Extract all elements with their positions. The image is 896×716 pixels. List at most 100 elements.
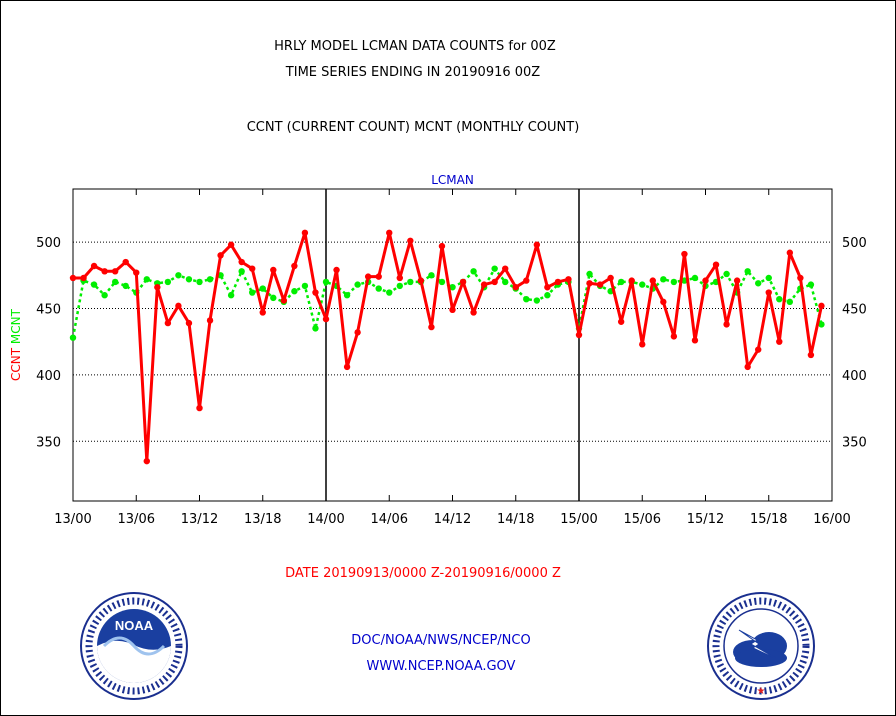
chart-subtitle: CCNT (CURRENT COUNT) MCNT (MONTHLY COUNT… <box>246 120 580 135</box>
data-point-ccnt <box>502 265 509 272</box>
y-axis-label: CCNT MCNT <box>9 308 23 381</box>
data-point-ccnt <box>375 273 382 280</box>
data-point-ccnt <box>291 262 298 270</box>
data-point-ccnt <box>554 278 562 286</box>
title-line-2: TIME SERIES ENDING IN 20190916 00Z <box>285 65 541 80</box>
y-tick-label-right: 400 <box>842 369 867 384</box>
data-point-ccnt <box>428 323 435 331</box>
data-point-ccnt <box>227 241 235 248</box>
data-point-mcnt <box>639 281 646 288</box>
data-point-ccnt <box>702 277 709 284</box>
data-point-ccnt <box>206 317 214 324</box>
data-point-ccnt <box>90 262 98 270</box>
data-point-mcnt <box>206 276 214 283</box>
y-axis-label-part: CCNT <box>9 347 23 381</box>
x-tick-label: 14/18 <box>497 512 534 527</box>
data-point-mcnt <box>533 297 541 304</box>
data-point-mcnt <box>776 295 783 303</box>
data-point-ccnt <box>639 341 646 348</box>
data-point-ccnt <box>196 404 203 412</box>
data-point-ccnt <box>249 265 256 272</box>
data-point-ccnt <box>322 315 330 323</box>
data-point-mcnt <box>122 282 129 290</box>
data-point-mcnt <box>491 265 498 272</box>
x-tick-label: 15/18 <box>750 512 787 527</box>
data-point-mcnt <box>175 272 182 279</box>
x-tick-label: 13/00 <box>54 512 91 527</box>
data-point-ccnt <box>607 274 614 282</box>
y-tick-label-right: 450 <box>842 302 867 317</box>
data-point-ccnt <box>164 319 172 327</box>
data-point-ccnt <box>238 258 245 266</box>
data-point-mcnt <box>807 281 815 288</box>
footer-org: DOC/NOAA/NWS/NCEP/NCO <box>351 633 531 648</box>
data-point-mcnt <box>438 278 446 286</box>
data-point-mcnt <box>101 292 108 299</box>
data-point-mcnt <box>660 276 667 283</box>
data-point-ccnt <box>449 306 456 314</box>
data-point-ccnt <box>586 280 593 287</box>
x-tick-label: 13/18 <box>244 512 281 527</box>
data-point-mcnt <box>343 292 351 299</box>
data-point-ccnt <box>480 281 488 288</box>
data-point-ccnt <box>185 319 193 327</box>
data-point-ccnt <box>101 268 108 275</box>
data-point-ccnt <box>217 252 224 259</box>
data-point-mcnt <box>322 278 330 286</box>
star-icon: ★ <box>757 686 766 697</box>
x-tick-label: 15/00 <box>560 512 597 527</box>
data-point-ccnt <box>396 274 403 282</box>
y-tick-label-left: 400 <box>36 369 61 384</box>
data-point-mcnt <box>270 294 277 302</box>
data-point-ccnt <box>133 269 140 276</box>
data-point-mcnt <box>185 276 193 283</box>
data-point-mcnt <box>249 289 256 296</box>
data-point-ccnt <box>301 229 309 237</box>
data-point-ccnt <box>333 266 340 274</box>
data-point-ccnt <box>575 331 583 339</box>
data-point-mcnt <box>428 272 435 279</box>
data-point-ccnt <box>649 277 656 284</box>
data-point-ccnt <box>776 338 783 345</box>
data-point-ccnt <box>154 284 161 291</box>
data-point-ccnt <box>259 309 266 316</box>
noaa-logo: NOAA <box>80 592 188 700</box>
data-point-ccnt <box>628 277 635 284</box>
data-point-ccnt <box>343 363 351 371</box>
date-range-label: DATE 20190913/0000 Z-20190916/0000 Z <box>285 566 561 581</box>
data-point-ccnt <box>670 333 678 340</box>
data-point-mcnt <box>502 278 509 286</box>
data-point-ccnt <box>807 351 815 359</box>
data-point-ccnt <box>681 250 688 258</box>
y-axis-label-part: MCNT <box>9 308 23 348</box>
data-point-ccnt <box>470 309 477 316</box>
x-tick-label: 14/06 <box>371 512 408 527</box>
data-point-ccnt <box>407 237 414 244</box>
data-point-ccnt <box>111 268 119 275</box>
y-tick-label-left: 450 <box>36 302 61 317</box>
footer-url[interactable]: WWW.NCEP.NOAA.GOV <box>366 659 516 674</box>
data-point-ccnt <box>312 289 319 296</box>
data-point-mcnt <box>259 285 266 292</box>
data-point-mcnt <box>544 292 551 299</box>
data-point-ccnt <box>712 261 720 268</box>
data-point-ccnt <box>386 229 393 237</box>
data-point-ccnt <box>544 284 551 291</box>
x-tick-label: 13/12 <box>181 512 218 527</box>
data-point-ccnt <box>523 277 530 284</box>
data-point-mcnt <box>586 270 593 278</box>
data-point-mcnt <box>238 268 245 275</box>
panel-title: LCMAN <box>431 173 474 187</box>
data-point-ccnt <box>596 281 604 288</box>
data-point-mcnt <box>617 278 625 286</box>
data-point-mcnt <box>386 289 393 296</box>
data-point-ccnt <box>797 274 804 282</box>
y-tick-label-left: 500 <box>36 236 61 251</box>
data-point-mcnt <box>312 325 319 332</box>
data-point-ccnt <box>765 289 772 296</box>
x-tick-label: 14/12 <box>434 512 471 527</box>
data-point-mcnt <box>301 282 309 290</box>
data-point-mcnt <box>69 334 77 341</box>
data-point-mcnt <box>723 270 730 278</box>
